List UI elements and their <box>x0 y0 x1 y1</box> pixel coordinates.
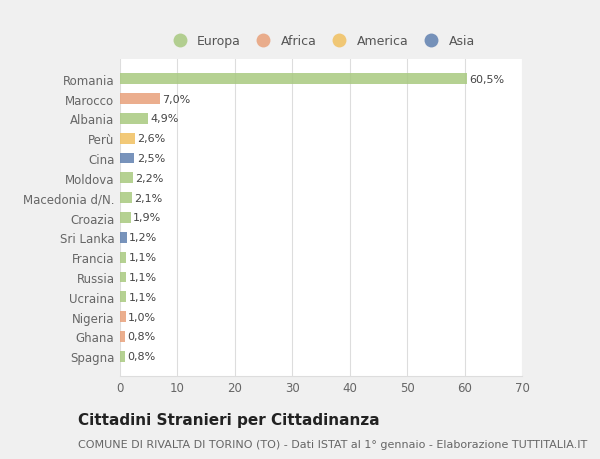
Text: 60,5%: 60,5% <box>470 74 505 84</box>
Text: 1,9%: 1,9% <box>133 213 161 223</box>
Text: 2,5%: 2,5% <box>137 154 165 164</box>
Text: 2,1%: 2,1% <box>134 193 163 203</box>
Bar <box>120 232 127 243</box>
Legend: Europa, Africa, America, Asia: Europa, Africa, America, Asia <box>163 31 479 51</box>
Bar <box>120 312 126 322</box>
Text: 1,1%: 1,1% <box>128 272 157 282</box>
Bar <box>120 331 125 342</box>
Bar <box>120 351 125 362</box>
Bar <box>120 272 127 283</box>
Bar <box>120 134 135 144</box>
Text: 1,2%: 1,2% <box>129 233 157 243</box>
Bar <box>120 213 131 224</box>
Text: COMUNE DI RIVALTA DI TORINO (TO) - Dati ISTAT al 1° gennaio - Elaborazione TUTTI: COMUNE DI RIVALTA DI TORINO (TO) - Dati … <box>78 440 587 449</box>
Bar <box>120 94 160 105</box>
Bar <box>120 193 132 204</box>
Text: 2,6%: 2,6% <box>137 134 166 144</box>
Text: 2,2%: 2,2% <box>135 174 163 184</box>
Bar <box>120 153 134 164</box>
Bar <box>120 252 127 263</box>
Bar <box>120 114 148 124</box>
Text: 4,9%: 4,9% <box>151 114 179 124</box>
Bar <box>120 74 467 85</box>
Text: 1,1%: 1,1% <box>128 292 157 302</box>
Text: 1,0%: 1,0% <box>128 312 156 322</box>
Bar <box>120 292 127 302</box>
Text: 1,1%: 1,1% <box>128 252 157 263</box>
Text: 7,0%: 7,0% <box>163 94 191 104</box>
Text: 0,8%: 0,8% <box>127 332 155 342</box>
Bar <box>120 173 133 184</box>
Text: Cittadini Stranieri per Cittadinanza: Cittadini Stranieri per Cittadinanza <box>78 413 380 428</box>
Text: 0,8%: 0,8% <box>127 352 155 362</box>
